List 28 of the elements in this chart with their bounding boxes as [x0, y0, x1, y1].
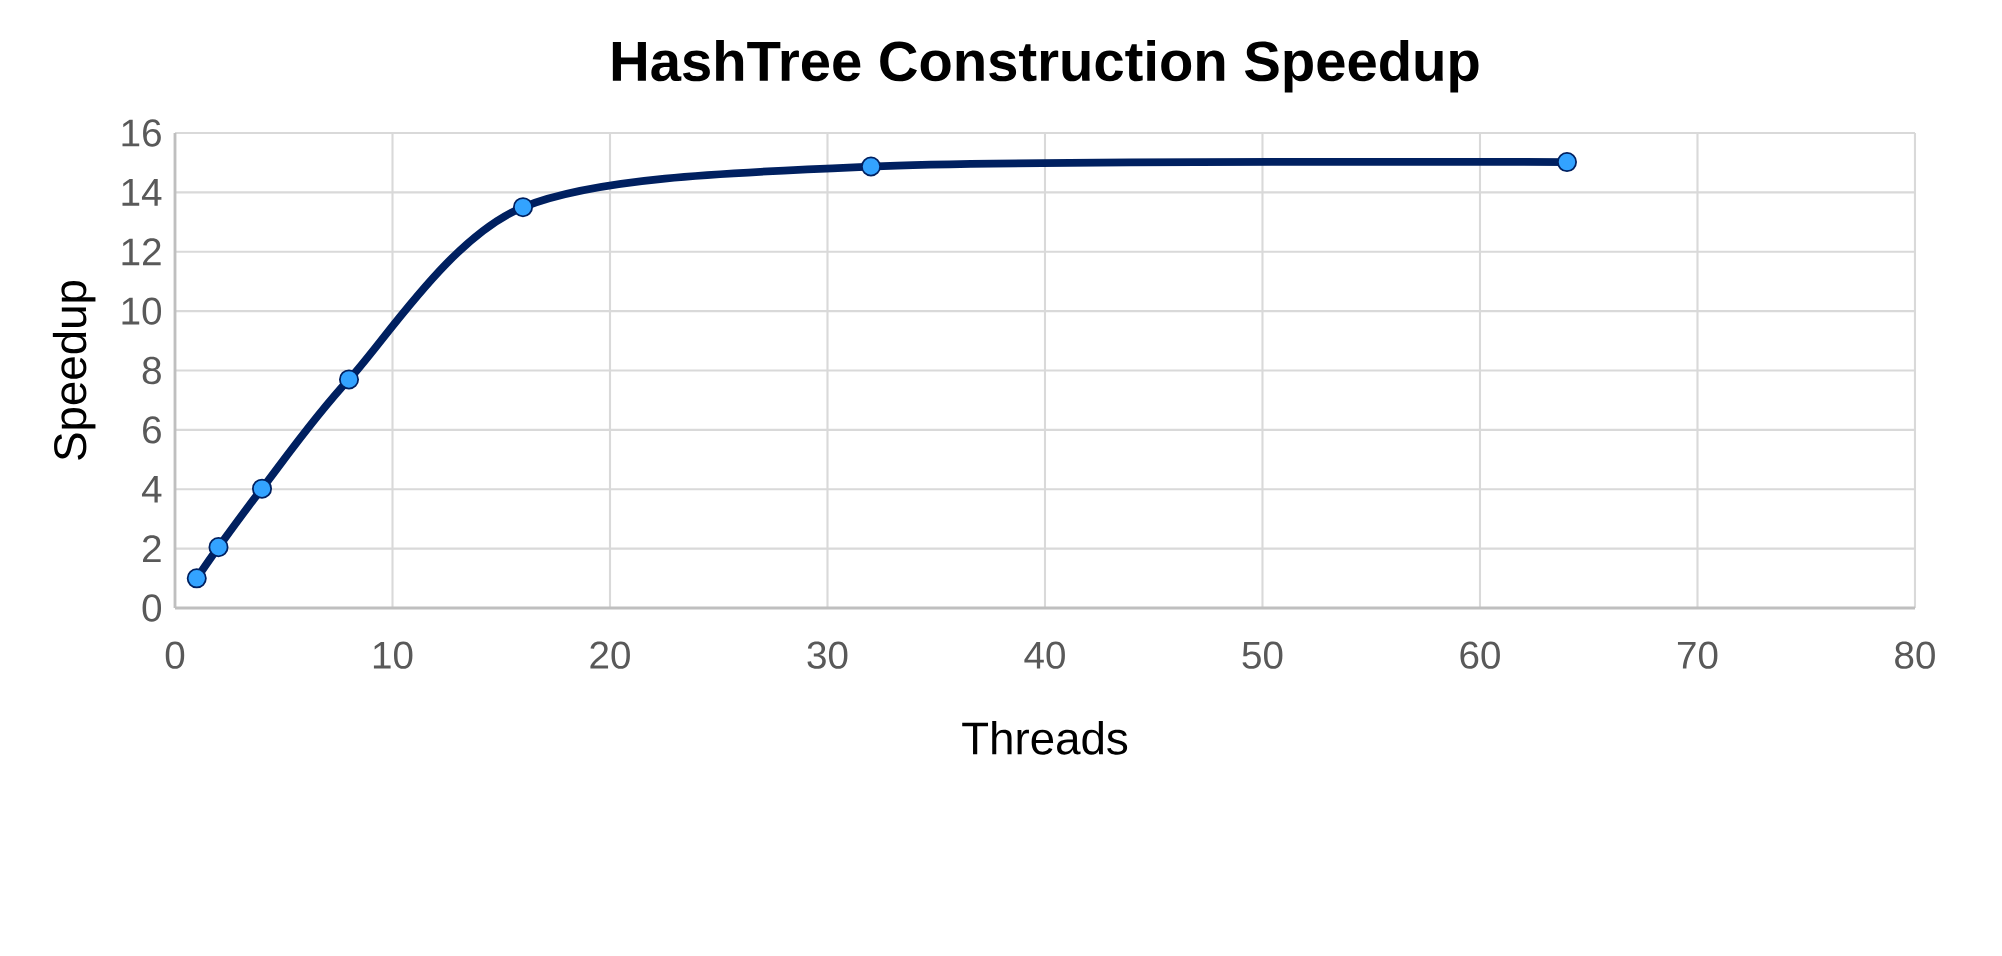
x-tick-label: 40	[1024, 641, 1065, 669]
point	[338, 369, 360, 390]
y-tick-label: 4	[141, 475, 162, 503]
y-tick-label: 2	[143, 535, 161, 563]
y-tick-label: 6	[143, 416, 161, 444]
y-tick-label: 10	[122, 297, 162, 325]
x-tick-label: 0	[165, 641, 185, 669]
point	[860, 156, 882, 177]
y-tick-label: 14	[122, 179, 162, 206]
x-tick-label: 30	[807, 641, 848, 669]
point	[251, 478, 273, 499]
point	[186, 568, 207, 589]
x-tick-label: 50	[1242, 641, 1283, 669]
point	[208, 537, 229, 558]
x-tick-label: 10	[373, 641, 413, 669]
y-tick-label: 8	[142, 356, 161, 385]
y-tick-label: 16	[122, 119, 161, 147]
y-tick-label: 0	[142, 594, 162, 622]
x-tick-label: 60	[1460, 641, 1500, 669]
x-axis-title: Threads	[962, 721, 1128, 755]
y-tick-label: 12	[122, 238, 161, 266]
point	[512, 197, 534, 218]
point	[1556, 152, 1577, 173]
x-tick-label: 70	[1677, 641, 1718, 669]
y-axis-title: Speedup	[52, 280, 96, 460]
x-tick-label: 20	[590, 641, 630, 669]
chart-title: HashTree Construction Speedup	[612, 40, 1479, 93]
x-tick-label: 80	[1895, 641, 1935, 669]
